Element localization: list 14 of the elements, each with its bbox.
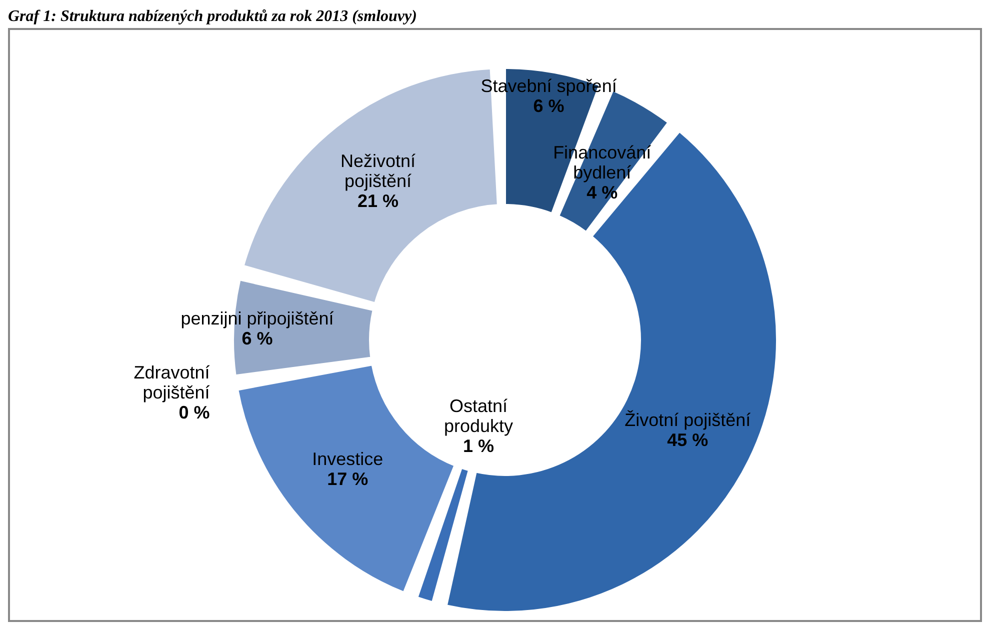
text: 0 % — [178, 402, 210, 422]
data-label: 1 % — [462, 436, 494, 456]
chart-title: Graf 1: Struktura nabízených produktů za rok 2013 (smlouvy) — [8, 8, 418, 27]
category-label: Zdravotní pojištění — [134, 362, 210, 402]
data-label: 6 % — [533, 96, 564, 116]
data-label: 17 % — [327, 469, 368, 490]
data-label: 6 % — [242, 328, 273, 349]
slice-label: Neživotní pojištění — [340, 150, 416, 191]
slice-label: Investice — [312, 449, 384, 470]
data-label: 45 % — [667, 430, 708, 450]
slice-label: penzijni připojištění — [180, 308, 334, 329]
slice-label: Životní pojištění — [624, 410, 751, 430]
slice-label: Ostatní produkty — [444, 396, 513, 436]
data-label: 21 % — [358, 190, 399, 211]
